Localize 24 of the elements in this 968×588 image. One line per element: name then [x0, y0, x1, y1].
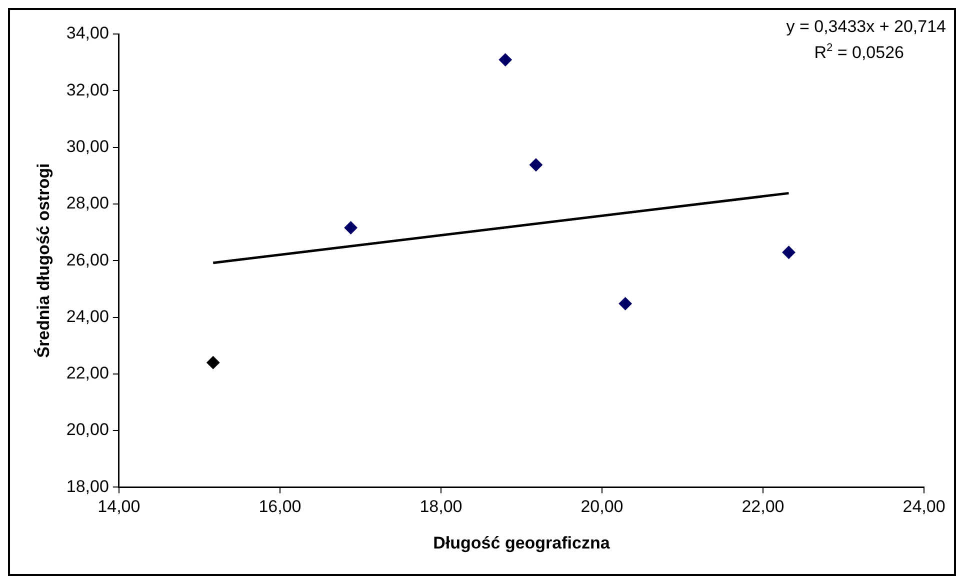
y-tick-label: 34,00 — [66, 24, 109, 43]
x-tick-label: 18,00 — [420, 497, 462, 516]
x-tick-label: 22,00 — [742, 497, 784, 516]
x-tick-label: 20,00 — [580, 497, 624, 516]
y-tick-label: 30,00 — [66, 136, 109, 156]
annotation: y = 0,3433x + 20,714 — [786, 17, 946, 36]
point — [782, 246, 796, 259]
point — [618, 297, 632, 310]
y-tick-label: 22,00 — [66, 364, 109, 383]
point — [529, 158, 542, 172]
y-tick-label: 20,00 — [66, 420, 109, 440]
y-axis-title: Średnia długość ostrogi — [32, 163, 53, 358]
y-tick-label: 26,00 — [66, 250, 109, 270]
y-tick-label: 18,00 — [66, 476, 109, 496]
y-tick-label: 24,00 — [66, 306, 109, 326]
point — [206, 356, 220, 370]
x-tick-label: 14,00 — [98, 497, 140, 516]
y-tick-label: 28,00 — [66, 194, 109, 213]
x-tick-label: 16,00 — [258, 497, 302, 516]
point — [344, 221, 358, 234]
x-axis-title: Długość geograficzna — [433, 533, 610, 552]
y-tick-label: 32,00 — [66, 80, 109, 100]
x-tick-label: 24,00 — [902, 497, 946, 516]
point — [498, 53, 512, 66]
